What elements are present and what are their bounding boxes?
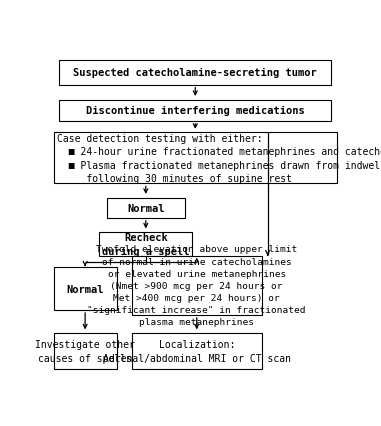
FancyBboxPatch shape <box>99 233 192 256</box>
FancyBboxPatch shape <box>53 333 117 369</box>
Text: Case detection testing with either:
  ■ 24-hour urine fractionated metanephrines: Case detection testing with either: ■ 24… <box>57 133 381 184</box>
Text: Discontinue interfering medications: Discontinue interfering medications <box>86 106 305 116</box>
Text: Localization:
Adrenal/abdominal MRI or CT scan: Localization: Adrenal/abdominal MRI or C… <box>103 340 291 363</box>
Text: Suspected catecholamine-secreting tumor: Suspected catecholamine-secreting tumor <box>74 68 317 78</box>
Text: Recheck
during a spell: Recheck during a spell <box>102 233 190 256</box>
FancyBboxPatch shape <box>53 268 117 310</box>
Text: Normal: Normal <box>127 203 165 213</box>
FancyBboxPatch shape <box>53 133 337 184</box>
FancyBboxPatch shape <box>132 256 262 315</box>
Text: Normal: Normal <box>67 284 104 294</box>
Text: Investigate other
causes of spells: Investigate other causes of spells <box>35 340 135 363</box>
FancyBboxPatch shape <box>132 333 262 369</box>
Text: Twofold elevation above upper limit
of normal in urine catecholamines
or elevate: Twofold elevation above upper limit of n… <box>88 245 306 326</box>
FancyBboxPatch shape <box>107 198 185 219</box>
FancyBboxPatch shape <box>59 100 331 122</box>
FancyBboxPatch shape <box>59 61 331 86</box>
